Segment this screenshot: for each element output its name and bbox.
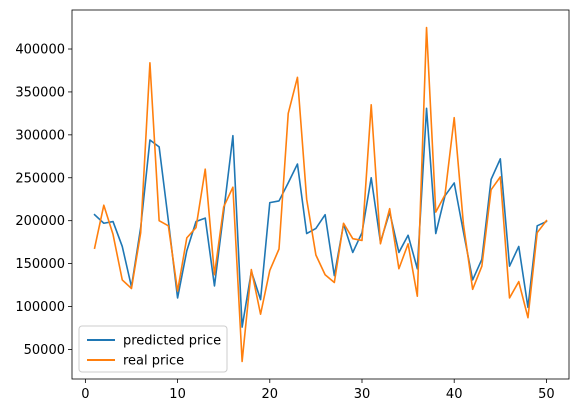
legend: predicted price real price [78,325,228,373]
x-tick-label: 0 [81,387,89,402]
series-layer [93,26,548,363]
legend-label-real: real price [123,354,184,369]
x-tick-label: 40 [446,387,463,402]
y-tick-label: 150000 [15,257,65,272]
x-tick-label: 10 [169,387,186,402]
y-tick-label: 50000 [24,343,65,358]
legend-label-predicted: predicted price [123,334,221,349]
x-tick-label: 30 [354,387,371,402]
y-tick-label: 250000 [15,171,65,186]
x-tick-label: 50 [538,387,555,402]
y-tick-label: 350000 [15,85,65,100]
y-tick-label: 400000 [15,43,65,58]
x-tick-label: 20 [262,387,279,402]
y-tick-label: 100000 [15,300,65,315]
plot-frame [71,9,570,380]
series-line-real-price [93,26,548,363]
x-axis: 0 10 20 30 40 50 [81,379,555,402]
y-tick-label: 300000 [15,128,65,143]
y-tick-label: 200000 [15,214,65,229]
y-axis: 50000 100000 150000 200000 250000 300000 35000… [15,43,72,358]
legend-box [78,325,228,373]
